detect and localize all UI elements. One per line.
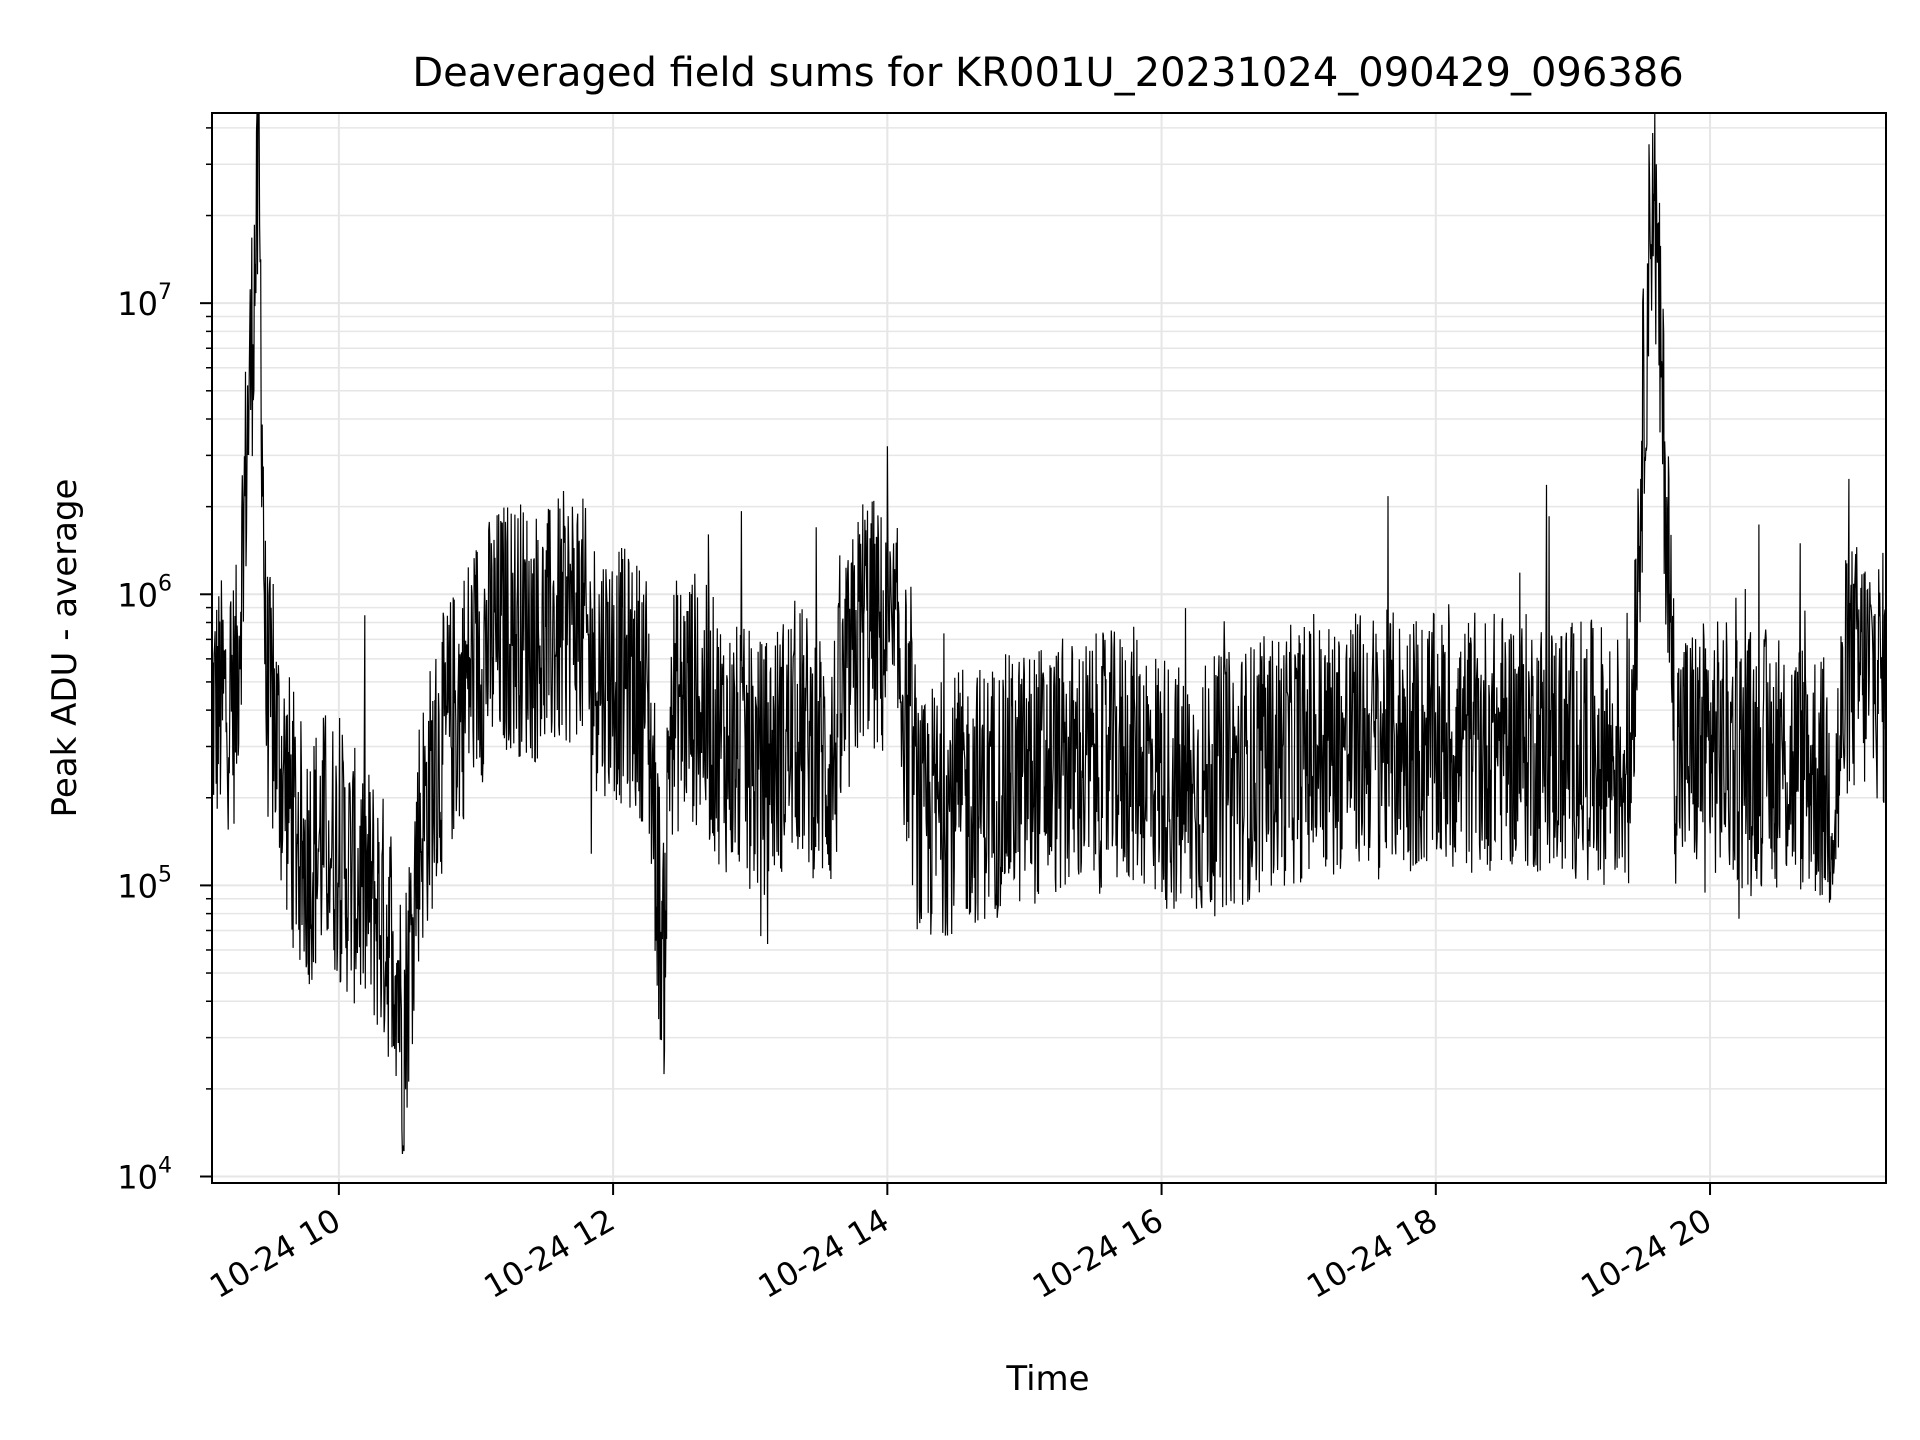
chart-title: Deaveraged field sums for KR001U_2023102… [412, 50, 1683, 96]
x-axis-label: Time [1005, 1359, 1089, 1399]
y-axis-label: Peak ADU - average [45, 479, 85, 818]
y-tick-label: 104 [117, 1154, 172, 1197]
plot-frame [211, 112, 1887, 1184]
y-tick-label: 105 [117, 862, 172, 905]
series-line [211, 113, 1887, 1155]
y-axis: 104 105 106 107 [117, 127, 212, 1197]
y-tick-label: 107 [117, 280, 172, 323]
series-layer [211, 113, 1887, 1155]
y-tick-label: 106 [117, 571, 172, 614]
